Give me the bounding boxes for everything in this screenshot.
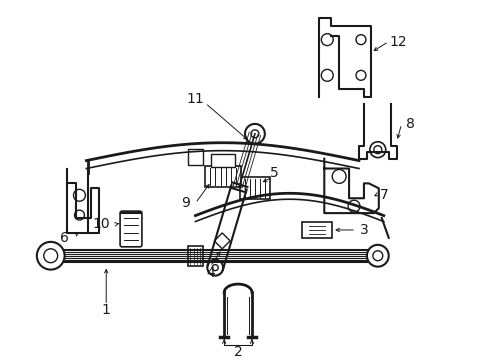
Text: 12: 12	[389, 35, 407, 49]
Text: 2: 2	[233, 345, 242, 359]
FancyBboxPatch shape	[187, 246, 203, 266]
FancyBboxPatch shape	[240, 177, 269, 199]
FancyBboxPatch shape	[205, 166, 241, 187]
Text: 10: 10	[92, 217, 110, 231]
Text: 3: 3	[359, 223, 367, 237]
Text: 8: 8	[405, 117, 414, 131]
Text: 7: 7	[379, 188, 387, 202]
FancyBboxPatch shape	[302, 222, 331, 238]
Text: 9: 9	[181, 196, 189, 210]
Text: 11: 11	[186, 92, 204, 106]
FancyBboxPatch shape	[187, 149, 203, 165]
FancyBboxPatch shape	[211, 154, 235, 167]
Text: 6: 6	[60, 231, 69, 245]
Text: 1: 1	[102, 303, 110, 317]
Text: 4: 4	[205, 266, 214, 280]
Text: 5: 5	[270, 166, 279, 180]
FancyBboxPatch shape	[120, 211, 142, 247]
